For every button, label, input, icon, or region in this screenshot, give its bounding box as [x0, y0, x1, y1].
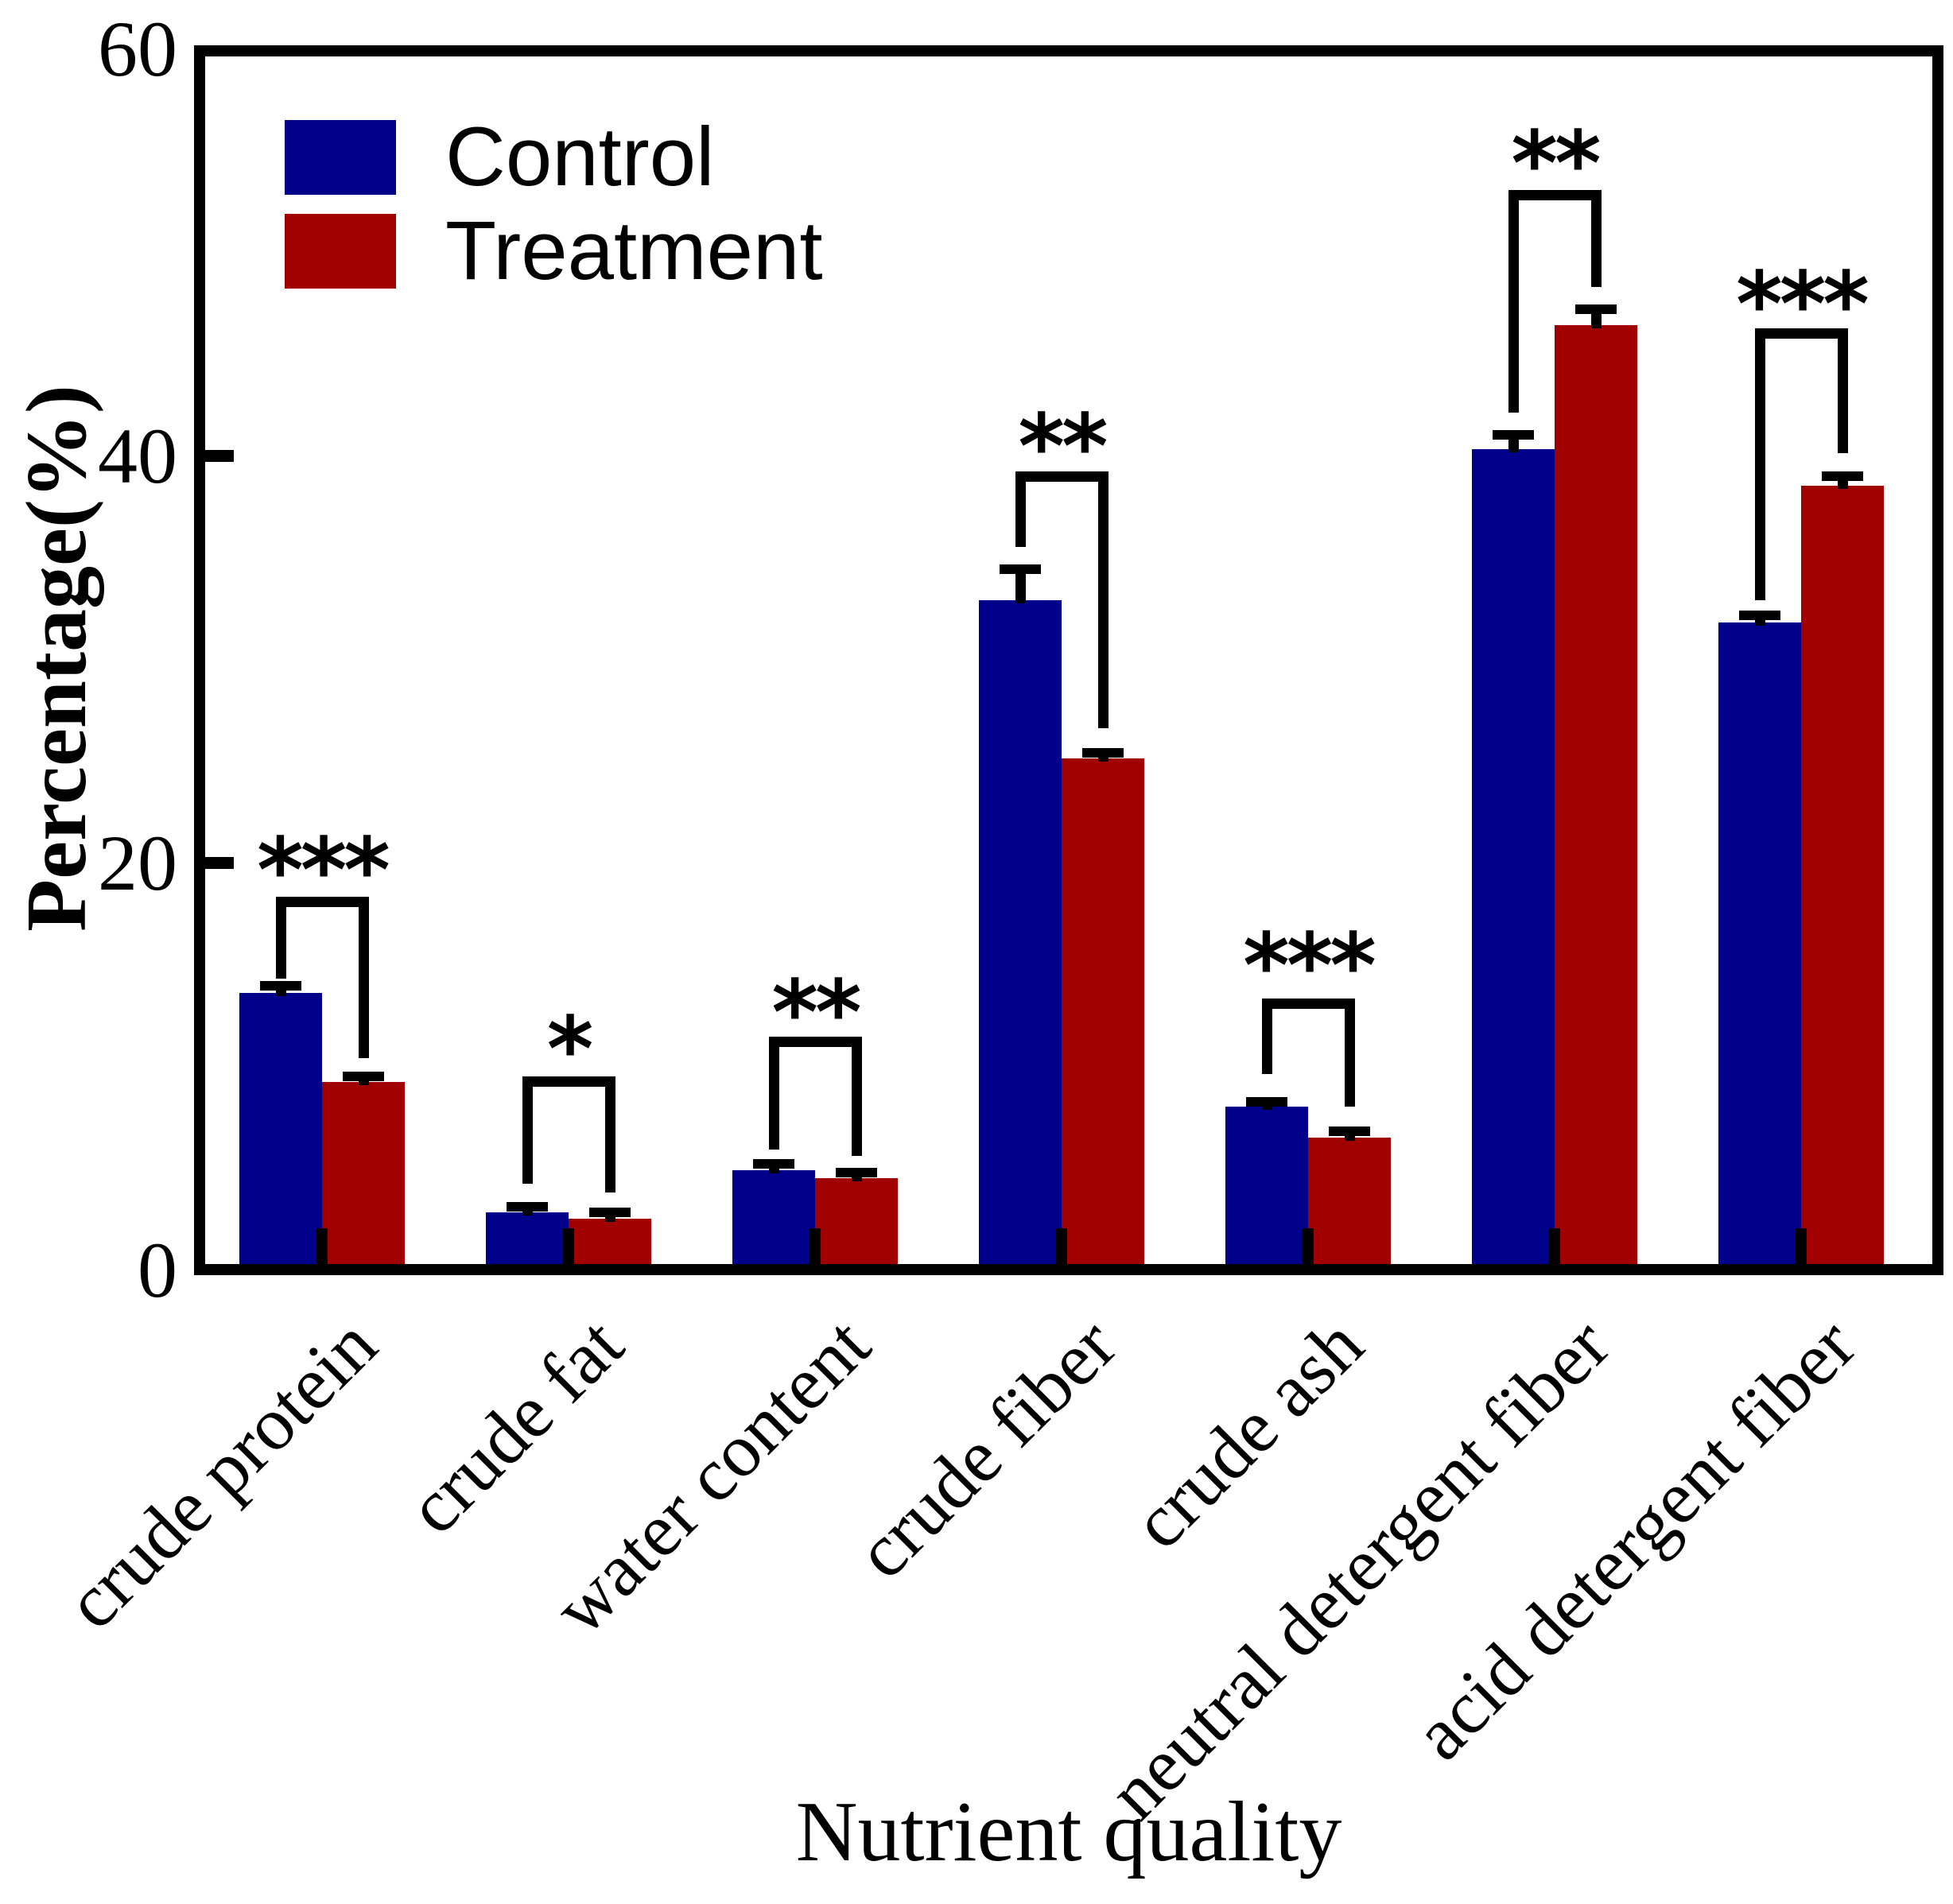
error-bar-cap-control-acid-detergent-fiber [1739, 610, 1780, 620]
error-bar-cap-treatment-acid-detergent-fiber [1822, 471, 1863, 481]
x-axis-title: Nutrient quality [795, 1785, 1342, 1879]
bar-treatment-neutral-detergent-fiber [1555, 325, 1637, 1264]
x-axis-tick-water-content [810, 1228, 821, 1264]
sig-bracket-top-water-content [769, 1037, 862, 1048]
error-bar-cap-treatment-crude-fiber [1082, 747, 1124, 758]
legend-label-control: Control [445, 111, 715, 204]
sig-bracket-right-crude-fiber [1098, 471, 1109, 729]
sig-bracket-left-neutral-detergent-fiber [1508, 190, 1519, 413]
error-bar-cap-control-neutral-detergent-fiber [1493, 430, 1534, 440]
bar-control-crude-fiber [979, 599, 1062, 1264]
legend-label-treatment: Treatment [445, 204, 823, 297]
category-label-crude-fat: crude fat [390, 1301, 639, 1550]
x-axis-tick-crude-fat [563, 1228, 574, 1264]
legend-item-treatment: Treatment [285, 204, 823, 297]
sig-bracket-top-crude-protein [276, 896, 369, 907]
error-bar-cap-control-water-content [753, 1158, 794, 1169]
legend: Control Treatment [285, 111, 823, 307]
x-axis-tick-crude-protein [316, 1228, 328, 1264]
sig-bracket-right-acid-detergent-fiber [1838, 328, 1848, 454]
bar-treatment-acid-detergent-fiber [1801, 486, 1884, 1264]
bar-control-neutral-detergent-fiber [1472, 449, 1555, 1264]
sig-bracket-right-neutral-detergent-fiber [1591, 190, 1602, 287]
y-tick-label-60: 60 [98, 4, 177, 93]
sig-bracket-right-crude-protein [359, 896, 369, 1058]
significance-stars-crude-fat: * [546, 998, 594, 1102]
error-bar-cap-control-crude-fat [507, 1201, 548, 1212]
bar-control-water-content [732, 1169, 815, 1264]
error-bar-cap-control-crude-ash [1246, 1096, 1287, 1107]
sig-bracket-top-crude-ash [1262, 998, 1355, 1009]
legend-item-control: Control [285, 111, 823, 204]
significance-stars-acid-detergent-fiber: *** [1736, 253, 1870, 357]
y-axis-tick-40 [205, 450, 234, 462]
bar-treatment-crude-ash [1308, 1137, 1391, 1264]
error-bar-cap-treatment-water-content [836, 1168, 877, 1178]
sig-bracket-left-crude-fat [522, 1076, 533, 1185]
category-label-crude-ash: crude ash [1116, 1301, 1379, 1565]
x-axis-tick-crude-fiber [1056, 1228, 1067, 1264]
error-bar-stem-control-crude-fiber [1015, 569, 1026, 603]
plot-area-frame [194, 45, 1943, 1275]
bar-control-crude-ash [1225, 1107, 1308, 1264]
y-tick-label-40: 40 [98, 411, 177, 500]
x-axis-tick-acid-detergent-fiber [1796, 1228, 1807, 1264]
sig-bracket-top-crude-fiber [1015, 471, 1109, 482]
sig-bracket-top-neutral-detergent-fiber [1508, 190, 1602, 201]
sig-bracket-left-crude-fiber [1015, 471, 1026, 548]
significance-stars-water-content: ** [771, 961, 861, 1065]
error-bar-cap-treatment-crude-fat [589, 1208, 631, 1218]
sig-bracket-top-acid-detergent-fiber [1755, 328, 1848, 339]
error-bar-stem-treatment-neutral-detergent-fiber [1591, 308, 1602, 329]
bar-control-crude-protein [239, 992, 322, 1264]
sig-bracket-left-crude-ash [1262, 998, 1272, 1075]
bar-control-acid-detergent-fiber [1718, 622, 1801, 1264]
sig-bracket-top-crude-fat [522, 1076, 615, 1088]
y-tick-label-20: 20 [98, 818, 177, 907]
category-label-crude-protein: crude protein [49, 1301, 393, 1645]
error-bar-cap-control-crude-fiber [1000, 564, 1041, 575]
bar-treatment-crude-fiber [1062, 758, 1144, 1264]
category-label-crude-fiber: crude fiber [839, 1301, 1132, 1595]
y-axis-tick-20 [205, 857, 234, 869]
control-color-swatch [285, 120, 396, 195]
significance-stars-crude-protein: *** [257, 819, 390, 923]
sig-bracket-left-acid-detergent-fiber [1755, 328, 1765, 600]
sig-bracket-right-crude-ash [1345, 998, 1355, 1107]
sig-bracket-left-crude-protein [276, 896, 286, 979]
error-bar-cap-control-crude-protein [260, 980, 301, 991]
bar-treatment-water-content [815, 1177, 898, 1264]
error-bar-cap-treatment-crude-protein [343, 1071, 384, 1081]
significance-stars-crude-ash: *** [1243, 914, 1376, 1018]
sig-bracket-left-water-content [769, 1037, 779, 1150]
significance-stars-neutral-detergent-fiber: ** [1511, 113, 1601, 217]
y-tick-label-0: 0 [138, 1225, 177, 1314]
significance-stars-crude-fiber: ** [1018, 396, 1108, 500]
bar-control-crude-fat [486, 1212, 569, 1264]
category-label-acid-detergent-fiber: acid detergent fiber [1397, 1301, 1872, 1776]
bar-treatment-crude-fat [569, 1219, 651, 1264]
x-axis-tick-crude-ash [1303, 1228, 1314, 1264]
error-bar-cap-treatment-neutral-detergent-fiber [1575, 304, 1617, 314]
x-axis-tick-neutral-detergent-fiber [1549, 1228, 1560, 1264]
error-bar-cap-treatment-crude-ash [1329, 1126, 1370, 1136]
treatment-color-swatch [285, 214, 396, 289]
sig-bracket-right-water-content [852, 1037, 862, 1156]
bar-treatment-crude-protein [322, 1082, 405, 1264]
category-label-neutral-detergent-fiber: neutral detergent fiber [1092, 1301, 1625, 1836]
sig-bracket-right-crude-fat [605, 1076, 615, 1192]
